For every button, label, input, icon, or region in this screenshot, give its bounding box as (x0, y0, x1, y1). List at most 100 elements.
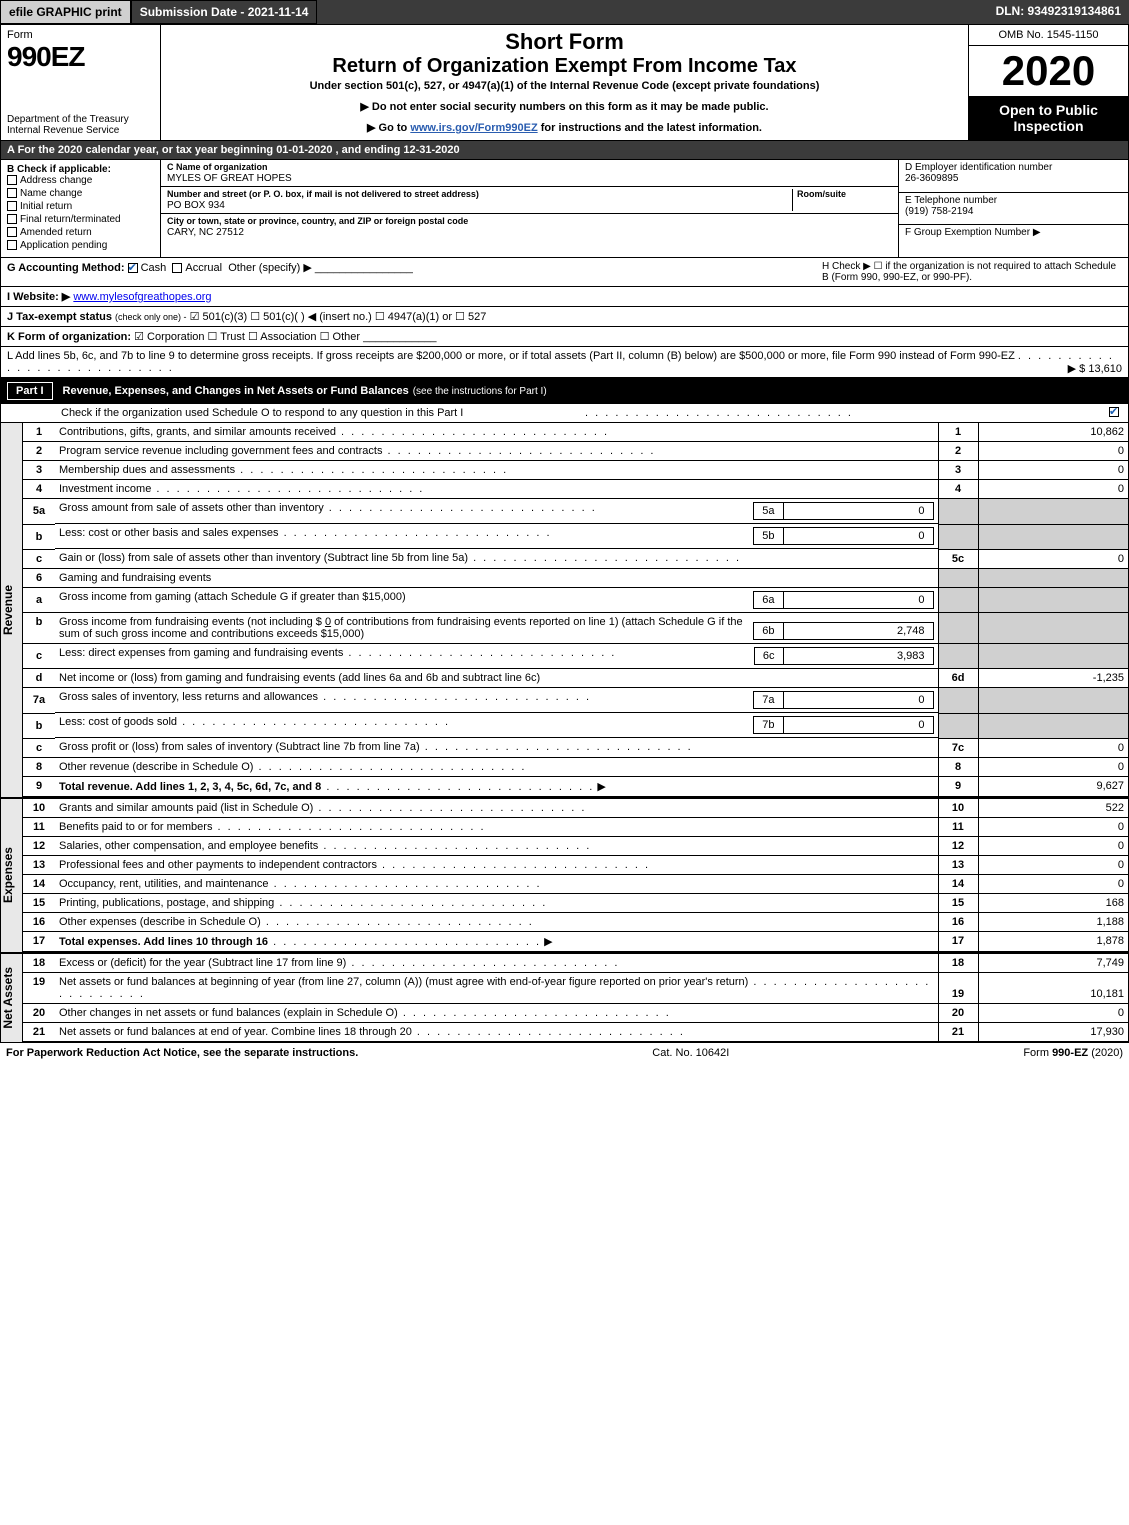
line-1: 1Contributions, gifts, grants, and simil… (23, 423, 1128, 442)
tax-period-row: A For the 2020 calendar year, or tax yea… (1, 141, 1128, 160)
org-address: PO BOX 934 (167, 200, 225, 211)
revenue-section: Revenue 1Contributions, gifts, grants, a… (1, 423, 1128, 797)
group-exemption-row: F Group Exemption Number ▶ (899, 225, 1128, 257)
line-12: 12Salaries, other compensation, and empl… (23, 836, 1128, 855)
line-4: 4Investment income40 (23, 480, 1128, 499)
omb-number: OMB No. 1545-1150 (969, 25, 1128, 46)
line-5a: 5aGross amount from sale of assets other… (23, 499, 1128, 525)
tax-year: 2020 (969, 46, 1128, 96)
line-6d: dNet income or (loss) from gaming and fu… (23, 669, 1128, 688)
header-right: OMB No. 1545-1150 2020 Open to Public In… (968, 25, 1128, 140)
goto-pre: ▶ Go to (367, 122, 410, 134)
opt-address-change[interactable]: Address change (7, 175, 154, 186)
line-6a: aGross income from gaming (attach Schedu… (23, 587, 1128, 613)
g-cash-checkbox[interactable] (128, 263, 138, 273)
dept-irs: Internal Revenue Service (7, 125, 119, 136)
k-opts: ☑ Corporation ☐ Trust ☐ Association ☐ Ot… (134, 331, 360, 343)
addr-label: Number and street (or P. O. box, if mail… (167, 189, 479, 199)
g-accrual-label: Accrual (185, 262, 222, 274)
efile-print-button[interactable]: efile GRAPHIC print (0, 0, 131, 24)
dept-treasury: Department of the Treasury (7, 114, 129, 125)
city-row: City or town, state or province, country… (161, 214, 898, 240)
line-8: 8Other revenue (describe in Schedule O)8… (23, 757, 1128, 776)
i-label: I Website: ▶ (7, 291, 70, 303)
revenue-table: 1Contributions, gifts, grants, and simil… (23, 423, 1128, 797)
line-g-h: G Accounting Method: Cash Accrual Other … (1, 258, 1128, 287)
line-21: 21Net assets or fund balances at end of … (23, 1022, 1128, 1041)
org-name: MYLES OF GREAT HOPES (167, 173, 292, 184)
phone-row: E Telephone number (919) 758-2194 (899, 193, 1128, 226)
part1-header: Part I Revenue, Expenses, and Changes in… (1, 378, 1128, 404)
d-label: D Employer identification number (905, 162, 1052, 173)
h-text: H Check ▶ ☐ if the organization is not r… (822, 261, 1122, 283)
part1-sub: (see the instructions for Part I) (413, 386, 547, 397)
opt-name-change[interactable]: Name change (7, 188, 154, 199)
open-public-box: Open to Public Inspection (969, 96, 1128, 140)
irs-link[interactable]: www.irs.gov/Form990EZ (410, 122, 537, 134)
address-row: Number and street (or P. O. box, if mail… (161, 187, 898, 214)
revenue-side-label: Revenue (1, 423, 23, 797)
g-cash-label: Cash (141, 262, 167, 274)
part1-title: Revenue, Expenses, and Changes in Net As… (63, 385, 409, 397)
part1-schedule-o-checkbox[interactable] (1109, 407, 1119, 417)
line-20: 20Other changes in net assets or fund ba… (23, 1003, 1128, 1022)
j-label: J Tax-exempt status (7, 311, 112, 323)
line-6b: bGross income from fundraising events (n… (23, 613, 1128, 644)
b-title: B Check if applicable: (7, 164, 154, 175)
line-11: 11Benefits paid to or for members110 (23, 817, 1128, 836)
line-5b: bLess: cost or other basis and sales exp… (23, 524, 1128, 549)
line-9: 9Total revenue. Add lines 1, 2, 3, 4, 5c… (23, 776, 1128, 796)
part1-check-text: Check if the organization used Schedule … (61, 407, 585, 419)
ssn-warning: ▶ Do not enter social security numbers o… (169, 100, 960, 113)
opt-amended-return[interactable]: Amended return (7, 227, 154, 238)
expenses-side-label: Expenses (1, 799, 23, 952)
dln-label: DLN: 93492319134861 (988, 0, 1129, 24)
footer-right: Form 990-EZ (2020) (1023, 1047, 1123, 1059)
line-k: K Form of organization: ☑ Corporation ☐ … (1, 327, 1128, 347)
page-footer: For Paperwork Reduction Act Notice, see … (0, 1043, 1129, 1063)
e-label: E Telephone number (905, 195, 997, 206)
j-opts: ☑ 501(c)(3) ☐ 501(c)( ) ◀ (insert no.) ☐… (190, 311, 487, 323)
line-18: 18Excess or (deficit) for the year (Subt… (23, 954, 1128, 973)
goto-note: ▶ Go to www.irs.gov/Form990EZ for instru… (169, 121, 960, 134)
g-accrual-checkbox[interactable] (172, 263, 182, 273)
netassets-table: 18Excess or (deficit) for the year (Subt… (23, 954, 1128, 1042)
line-3: 3Membership dues and assessments30 (23, 461, 1128, 480)
top-bar: efile GRAPHIC print Submission Date - 20… (0, 0, 1129, 24)
line-15: 15Printing, publications, postage, and s… (23, 893, 1128, 912)
netassets-section: Net Assets 18Excess or (deficit) for the… (1, 952, 1128, 1042)
netassets-side-label: Net Assets (1, 954, 23, 1042)
id-col: D Employer identification number 26-3609… (898, 160, 1128, 257)
check-if-applicable-col: B Check if applicable: Address change Na… (1, 160, 161, 257)
line-6: 6Gaming and fundraising events (23, 568, 1128, 587)
line-2: 2Program service revenue including gover… (23, 442, 1128, 461)
line-6c: cLess: direct expenses from gaming and f… (23, 644, 1128, 669)
form-header: Form 990EZ Department of the Treasury In… (1, 25, 1128, 141)
opt-initial-return[interactable]: Initial return (7, 201, 154, 212)
part1-check-line: Check if the organization used Schedule … (1, 404, 1128, 423)
org-name-row: C Name of organization MYLES OF GREAT HO… (161, 160, 898, 187)
submission-date-button[interactable]: Submission Date - 2021-11-14 (131, 0, 318, 24)
expenses-table: 10Grants and similar amounts paid (list … (23, 799, 1128, 952)
room-label: Room/suite (797, 189, 846, 199)
line-16: 16Other expenses (describe in Schedule O… (23, 912, 1128, 931)
section-b: B Check if applicable: Address change Na… (1, 160, 1128, 258)
line-5c: cGain or (loss) from sale of assets othe… (23, 549, 1128, 568)
line-l: L Add lines 5b, 6c, and 7b to line 9 to … (1, 347, 1128, 378)
line-7b: bLess: cost of goods sold7b0 (23, 713, 1128, 738)
website-link[interactable]: www.mylesofgreathopes.org (73, 291, 211, 303)
goto-post: for instructions and the latest informat… (538, 122, 762, 134)
opt-final-return[interactable]: Final return/terminated (7, 214, 154, 225)
form-container: Form 990EZ Department of the Treasury In… (0, 24, 1129, 1043)
footer-center: Cat. No. 10642I (652, 1047, 729, 1059)
city-label: City or town, state or province, country… (167, 216, 468, 226)
g-label: G Accounting Method: (7, 262, 125, 274)
line-17: 17Total expenses. Add lines 10 through 1… (23, 931, 1128, 951)
header-left: Form 990EZ Department of the Treasury In… (1, 25, 161, 140)
opt-application-pending[interactable]: Application pending (7, 240, 154, 251)
g-other-label: Other (specify) ▶ (228, 262, 312, 274)
topbar-spacer (317, 0, 987, 24)
main-title: Return of Organization Exempt From Incom… (169, 55, 960, 78)
l-value: ▶ $ 13,610 (1068, 362, 1122, 375)
line-7a: 7aGross sales of inventory, less returns… (23, 688, 1128, 714)
